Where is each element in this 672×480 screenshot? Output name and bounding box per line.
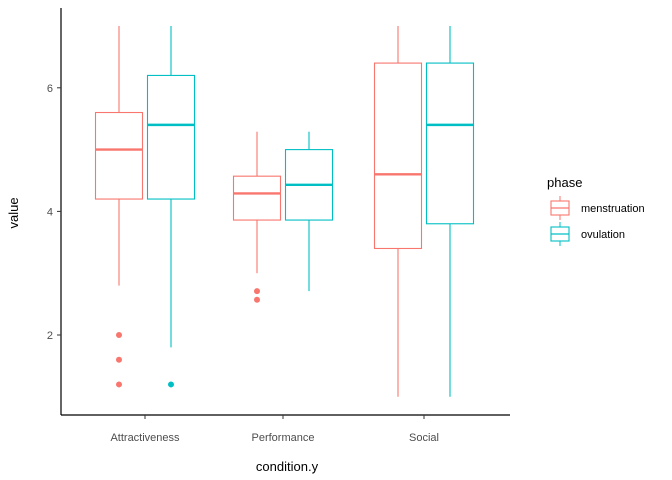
x-axis: Attractiveness Performance Social <box>61 414 510 444</box>
x-axis-title: condition.y <box>256 459 319 474</box>
box-menstruation-attractiveness <box>94 26 144 388</box>
box-menstruation-social <box>373 26 423 397</box>
box-iqr <box>232 175 282 221</box>
y-tick-label: 6 <box>47 83 53 95</box>
outlier-point <box>116 332 122 338</box>
box-ovulation-attractiveness <box>146 26 196 388</box>
legend: phase menstruation ovulation <box>547 175 645 246</box>
legend-item-menstruation: menstruation <box>550 196 645 220</box>
x-tick-label: Performance <box>252 432 315 444</box>
y-tick-label: 4 <box>47 206 53 218</box>
box-menstruation-performance <box>232 131 282 303</box>
y-tick-label: 2 <box>47 330 53 342</box>
y-axis-title: value <box>6 197 21 228</box>
box-ovulation-social <box>425 26 475 397</box>
outlier-point <box>168 381 174 388</box>
outlier-point <box>116 381 122 388</box>
outlier-point <box>116 356 122 363</box>
x-tick-label: Social <box>409 432 439 444</box>
y-axis: 2 4 6 <box>47 8 62 415</box>
box-iqr <box>146 74 196 200</box>
box-iqr <box>373 62 423 250</box>
legend-item-ovulation: ovulation <box>550 222 625 246</box>
x-tick-label: Attractiveness <box>110 432 180 444</box>
box-iqr <box>425 62 475 225</box>
legend-label: menstruation <box>581 203 645 215</box>
outlier-point <box>254 296 260 303</box>
box-iqr <box>94 111 144 200</box>
legend-label: ovulation <box>581 229 625 241</box>
outlier-point <box>254 288 260 295</box>
box-ovulation-performance <box>284 131 334 292</box>
plot-area <box>94 26 475 397</box>
legend-title: phase <box>547 175 582 190</box>
